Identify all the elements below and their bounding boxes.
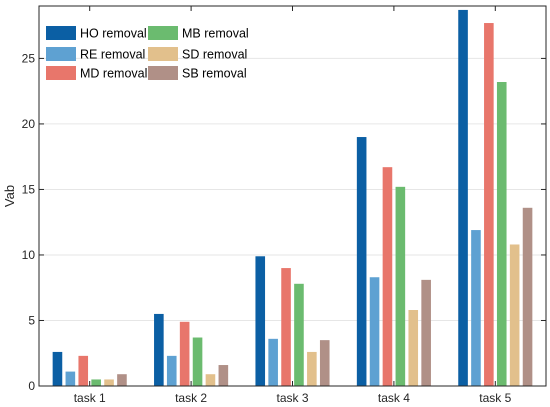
x-tick-label: task 1 (74, 391, 106, 405)
y-axis: 0 5 10 15 20 25 (22, 51, 546, 393)
bar (496, 82, 507, 386)
legend-label: MD removal (80, 67, 147, 81)
legend-swatch (148, 47, 178, 61)
bar (281, 268, 291, 386)
legend-label: MB removal (182, 27, 249, 41)
bar (509, 244, 520, 386)
bar (104, 379, 114, 386)
bar (268, 338, 278, 386)
x-tick-label: task 3 (276, 391, 308, 405)
plot-area (39, 6, 546, 386)
legend-swatch (46, 66, 76, 80)
bar (408, 310, 419, 386)
bar (192, 337, 203, 386)
bar (117, 374, 127, 386)
bar (52, 351, 63, 386)
legend-swatch (46, 47, 76, 61)
x-axis: task 1 task 2 task 3 task 4 task 5 (74, 6, 512, 405)
legend-label: SB removal (182, 67, 247, 81)
bar (91, 379, 101, 386)
bar (484, 23, 494, 386)
y-tick-label: 5 (28, 313, 35, 327)
bar (421, 279, 431, 386)
bar (154, 313, 164, 386)
legend-label: HO removal (80, 27, 147, 41)
y-tick-label: 25 (22, 51, 36, 65)
bar (458, 9, 468, 387)
bar (218, 365, 229, 386)
y-tick-label: 15 (22, 182, 36, 196)
y-tick-label: 20 (22, 117, 36, 131)
legend-swatch (148, 26, 178, 40)
x-tick-label: task 4 (378, 391, 410, 405)
y-axis-label: Vab (2, 185, 17, 207)
bar (166, 355, 177, 386)
bar (471, 230, 481, 386)
bar (179, 321, 190, 386)
bar (369, 277, 380, 386)
legend: HO removal RE removal MD removal MB removal… (46, 26, 249, 81)
bar (255, 256, 266, 386)
bars (52, 9, 533, 387)
bar (522, 207, 533, 386)
legend-swatch (46, 26, 76, 40)
bar (319, 340, 330, 386)
legend-label: SD removal (182, 48, 247, 62)
x-tick-label: task 5 (479, 391, 511, 405)
x-tick-label: task 2 (175, 391, 207, 405)
bar (395, 186, 406, 386)
y-tick-label: 0 (28, 379, 35, 393)
bar (78, 355, 89, 386)
bar (307, 351, 317, 386)
bar (356, 137, 367, 386)
bar (294, 283, 304, 386)
legend-swatch (148, 66, 178, 80)
y-tick-label: 10 (22, 248, 36, 262)
legend-label: RE removal (80, 48, 145, 62)
bar (205, 374, 216, 386)
bar (382, 167, 393, 386)
bar (65, 371, 76, 386)
